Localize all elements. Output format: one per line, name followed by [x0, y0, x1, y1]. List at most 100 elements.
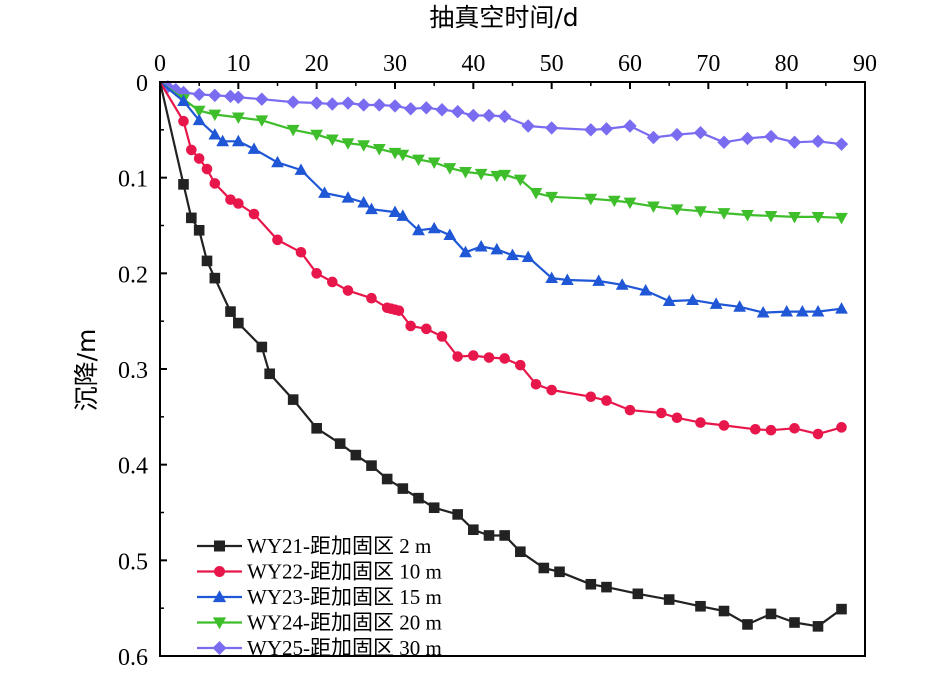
- series-2-marker: [342, 285, 354, 296]
- x-axis: 0 10 20 30 40 50 60 70 80 90: [154, 51, 877, 89]
- series-5-marker: [403, 102, 418, 116]
- series-3-marker: [795, 305, 809, 317]
- series-2-marker: [789, 423, 800, 434]
- series-1-marker: [193, 224, 205, 236]
- series-3-marker: [686, 293, 700, 306]
- y-tick-label: 0.1: [118, 167, 148, 193]
- series-5-marker: [309, 96, 324, 110]
- series-4-marker: [310, 129, 324, 142]
- series-1-marker: [452, 509, 463, 520]
- series-5-marker: [544, 121, 559, 135]
- series-4-marker: [341, 138, 355, 150]
- series-3-marker: [427, 221, 441, 234]
- x-tick-label: 70: [696, 51, 720, 77]
- series-4-marker: [584, 193, 598, 206]
- series-3-marker: [709, 297, 723, 309]
- series-4-marker: [764, 211, 778, 223]
- series-1-marker: [201, 255, 213, 267]
- series-2-marker: [186, 144, 197, 156]
- series-1-marker: [287, 394, 299, 405]
- series-3-marker: [756, 306, 770, 318]
- x-tick-label: 90: [853, 51, 877, 77]
- series-5-marker: [599, 122, 614, 136]
- series-4-marker: [717, 208, 731, 220]
- y-tick-label: 0.4: [118, 454, 148, 480]
- series-3-marker: [192, 113, 206, 126]
- series-1-marker: [256, 341, 268, 353]
- series-1-marker: [233, 317, 244, 329]
- series-5: [159, 80, 849, 151]
- series-1-marker: [632, 588, 644, 600]
- series-3-marker: [592, 274, 606, 286]
- series-1-marker: [186, 212, 197, 224]
- series-2-marker: [695, 417, 706, 428]
- y-axis: 0 0.1 0.2 0.3 0.4 0.5 0.6: [118, 71, 167, 671]
- series-2-marker: [624, 404, 636, 416]
- series-4-marker: [396, 149, 410, 162]
- x-tick-label: 30: [383, 51, 407, 77]
- series-2-marker: [483, 352, 495, 363]
- y-tick-label: 0.6: [118, 645, 148, 671]
- series-3-marker: [412, 223, 425, 236]
- series-1-marker: [397, 483, 409, 494]
- series-5-marker: [584, 123, 598, 137]
- series-3-marker: [247, 142, 261, 154]
- series-4-marker: [490, 170, 504, 183]
- x-axis-title: 抽真空时间/d: [429, 3, 578, 32]
- series-1-marker: [695, 600, 706, 612]
- series-1-marker: [718, 605, 730, 617]
- series-1-marker: [499, 530, 510, 541]
- series-1-marker: [264, 368, 275, 380]
- series-3-marker: [443, 228, 457, 240]
- series-1-marker: [381, 473, 393, 485]
- series-5-marker: [388, 99, 402, 113]
- plot-area: [158, 80, 849, 632]
- legend-item-5-marker: [212, 641, 227, 655]
- series-1-marker: [468, 524, 479, 536]
- series-1-marker: [836, 603, 847, 615]
- series-2-marker: [311, 268, 322, 279]
- series-1: [158, 81, 847, 632]
- series-5-marker: [231, 90, 246, 105]
- legend-item-2: WY22-距加固区 10 m: [197, 560, 442, 584]
- y-axis-title: 沉降/m: [72, 329, 101, 412]
- series-4-marker: [286, 124, 300, 137]
- series-1-marker: [554, 566, 565, 578]
- x-tick-label: 20: [305, 51, 329, 77]
- series-2-marker: [718, 420, 730, 431]
- series-1-marker: [765, 608, 777, 620]
- series-3-marker: [639, 284, 653, 296]
- series-2-marker: [765, 424, 777, 436]
- series-3-marker: [231, 134, 245, 147]
- series-4-marker: [208, 109, 222, 122]
- y-tick-label: 0.3: [118, 358, 148, 384]
- series-3-marker: [506, 248, 519, 261]
- series-3-marker: [365, 202, 378, 215]
- y-tick-label: 0.2: [118, 262, 148, 288]
- y-tick-label: 0.5: [118, 549, 148, 575]
- series-2: [159, 81, 847, 440]
- series-2-marker: [393, 305, 405, 316]
- series-3-marker: [733, 300, 747, 312]
- series-3-marker: [388, 205, 402, 218]
- series-5-marker: [740, 131, 755, 146]
- legend-item-4-marker: [212, 617, 227, 630]
- series-5-marker: [419, 101, 434, 115]
- legend-item-3-label: WY23-距加固区 15 m: [247, 585, 442, 609]
- series-3-marker: [357, 195, 371, 208]
- y-tick-label: 0: [136, 71, 148, 97]
- legend-item-1-label: WY21-距加固区 2 m: [247, 534, 431, 558]
- series-2-marker: [836, 422, 847, 433]
- series-5-marker: [670, 127, 684, 142]
- series-3-marker: [811, 305, 825, 317]
- series-1-marker: [742, 619, 753, 630]
- series-5-marker: [223, 89, 238, 104]
- series-2-marker: [272, 234, 283, 246]
- series-5-marker: [834, 137, 849, 151]
- legend-item-2-marker: [214, 566, 225, 577]
- series-3-marker: [474, 239, 488, 252]
- series-3-marker: [662, 294, 676, 306]
- series-1-marker: [812, 621, 824, 632]
- series-2-marker: [812, 428, 824, 440]
